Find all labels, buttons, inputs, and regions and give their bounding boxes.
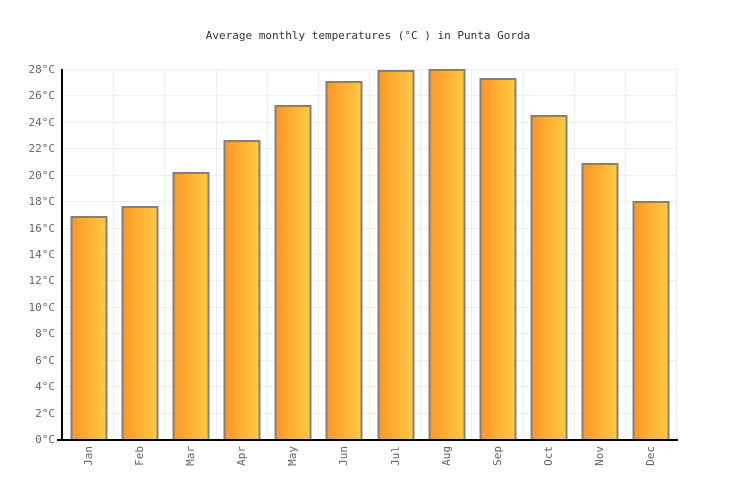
v-gridline xyxy=(266,69,268,439)
v-gridline xyxy=(420,69,422,439)
chart-title: Average monthly temperatures (°C ) in Pu… xyxy=(205,29,531,42)
h-gridline xyxy=(63,359,677,361)
v-gridline xyxy=(522,69,524,439)
x-tick-label-sep: Sep xyxy=(490,446,504,466)
bar-jul xyxy=(377,70,415,439)
h-gridline xyxy=(63,254,677,255)
y-tick-label-16: 16°C xyxy=(28,221,56,235)
x-tick-label-jan: Jan xyxy=(81,446,95,466)
x-label-cell-jan: Jan xyxy=(63,446,114,466)
bar-column-mar xyxy=(165,69,216,439)
x-label-cell-dec: Dec xyxy=(626,446,677,466)
v-gridline xyxy=(369,69,370,439)
v-gridline xyxy=(624,69,626,439)
bar-jun xyxy=(325,80,363,439)
v-gridline xyxy=(113,69,115,439)
bar-column-sep xyxy=(472,69,523,439)
h-gridline xyxy=(63,121,677,123)
h-gridline xyxy=(63,386,677,388)
h-gridline xyxy=(63,69,677,70)
bar-oct xyxy=(530,115,568,439)
bar-column-oct xyxy=(524,69,575,439)
y-tick-label-4: 4°C xyxy=(35,380,55,394)
bar-feb xyxy=(121,206,159,439)
bar-column-jul xyxy=(370,69,421,439)
x-label-cell-oct: Oct xyxy=(524,446,575,466)
x-tick-label-may: May xyxy=(286,446,300,466)
h-gridline xyxy=(63,201,677,203)
h-gridline xyxy=(63,227,677,229)
y-tick-label-12: 12°C xyxy=(28,274,56,288)
y-tick-label-6: 6°C xyxy=(35,353,55,367)
y-tick-label-26: 26°C xyxy=(28,89,56,103)
x-tick-label-jun: Jun xyxy=(337,446,351,466)
x-axis-line xyxy=(57,439,678,441)
y-tick-label-2: 2°C xyxy=(35,406,55,420)
bar-may xyxy=(274,104,312,439)
x-tick-label-mar: Mar xyxy=(183,446,197,466)
x-label-cell-feb: Feb xyxy=(114,446,165,466)
bar-column-feb xyxy=(114,69,165,439)
bar-column-apr xyxy=(217,69,268,439)
h-gridline xyxy=(63,333,677,335)
x-label-cell-aug: Aug xyxy=(421,446,472,466)
x-label-cell-jun: Jun xyxy=(319,446,370,466)
x-label-cell-jul: Jul xyxy=(370,446,421,466)
v-gridline xyxy=(164,69,166,439)
x-label-cell-mar: Mar xyxy=(165,446,216,466)
bar-nov xyxy=(581,162,619,439)
x-label-cell-may: May xyxy=(268,446,319,466)
bar-aug xyxy=(428,69,466,439)
bar-column-may xyxy=(268,69,319,439)
x-axis-tick-labels: Jan Feb Mar Apr May Jun Jul Aug Sep Oct Nov Dec xyxy=(63,446,677,466)
x-label-cell-sep: Sep xyxy=(472,446,523,466)
x-tick-label-apr: Apr xyxy=(235,446,249,466)
y-tick-label-18: 18°C xyxy=(28,195,56,209)
bar-mar xyxy=(172,172,210,439)
x-label-cell-nov: Nov xyxy=(575,446,626,466)
bar-column-jun xyxy=(319,69,370,439)
bar-column-jan xyxy=(63,69,114,439)
bar-sep xyxy=(479,78,517,439)
v-gridline xyxy=(215,69,217,439)
bar-column-aug xyxy=(421,69,472,439)
y-tick-label-0: 0°C xyxy=(35,433,55,446)
x-tick-label-oct: Oct xyxy=(542,446,556,466)
y-axis-line xyxy=(61,69,63,441)
h-gridline xyxy=(63,412,677,414)
x-tick-label-jul: Jul xyxy=(388,446,402,466)
bar-column-dec xyxy=(626,69,677,439)
v-gridline xyxy=(676,69,677,439)
h-gridline xyxy=(63,306,677,308)
v-gridline xyxy=(573,69,575,439)
x-tick-label-dec: Dec xyxy=(644,446,658,466)
x-tick-label-nov: Nov xyxy=(593,446,607,466)
h-gridline xyxy=(63,95,677,97)
bar-column-nov xyxy=(575,69,626,439)
y-tick-label-10: 10°C xyxy=(28,300,56,314)
x-tick-label-aug: Aug xyxy=(439,446,453,466)
y-tick-label-8: 8°C xyxy=(35,327,55,341)
y-tick-label-20: 20°C xyxy=(28,168,56,182)
v-gridline xyxy=(317,69,319,439)
y-tick-label-22: 22°C xyxy=(28,142,56,156)
y-tick-label-28: 28°C xyxy=(28,63,56,76)
bar-apr xyxy=(223,140,261,439)
plot-area xyxy=(57,69,678,441)
h-gridline xyxy=(63,174,677,176)
bar-jan xyxy=(70,215,108,439)
x-label-cell-apr: Apr xyxy=(217,446,268,466)
bar-dec xyxy=(632,201,670,439)
v-gridline xyxy=(471,69,473,439)
h-gridline xyxy=(63,148,677,150)
y-tick-label-24: 24°C xyxy=(28,115,56,129)
h-gridline xyxy=(63,280,677,282)
bar-series xyxy=(63,69,677,439)
y-tick-label-14: 14°C xyxy=(28,248,56,261)
x-tick-label-feb: Feb xyxy=(132,446,146,466)
